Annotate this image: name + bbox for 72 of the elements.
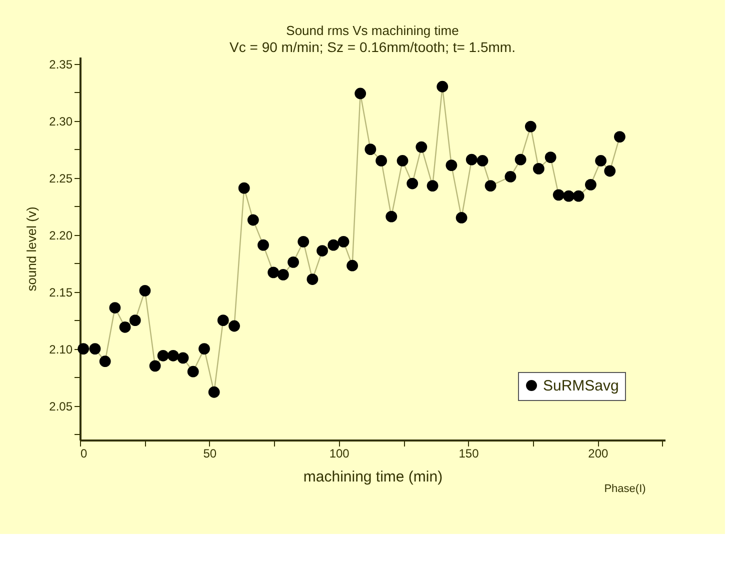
point xyxy=(228,320,240,332)
point xyxy=(572,190,584,202)
chart-subtitle: Vc = 90 m/min; Sz = 0.16mm/tooth; t= 1.5mm. xyxy=(230,39,516,55)
y-tick-label: 2.35 xyxy=(49,57,73,72)
point xyxy=(484,180,496,192)
y-tick-label: 2.25 xyxy=(49,171,73,186)
y-tick-label: 2.15 xyxy=(49,285,73,300)
point xyxy=(364,144,376,156)
point xyxy=(109,302,121,314)
point xyxy=(436,80,448,92)
point xyxy=(99,356,111,368)
point xyxy=(247,214,259,226)
point xyxy=(563,190,574,202)
point xyxy=(614,131,626,142)
chart-title: Sound rms Vs machining time xyxy=(286,23,459,38)
point xyxy=(238,182,250,194)
point xyxy=(426,180,438,192)
point xyxy=(157,350,169,362)
point xyxy=(167,350,179,362)
point xyxy=(78,343,90,354)
point xyxy=(524,120,536,132)
point xyxy=(129,314,141,326)
point xyxy=(476,155,488,166)
point xyxy=(585,178,596,190)
point xyxy=(346,260,358,272)
point xyxy=(298,236,310,248)
point xyxy=(386,210,398,222)
point xyxy=(416,141,428,153)
point xyxy=(177,352,189,364)
point xyxy=(139,284,151,296)
point xyxy=(456,212,468,224)
point xyxy=(187,366,199,378)
point xyxy=(552,189,564,201)
x-tick-label: 50 xyxy=(203,446,217,460)
x-tick-label: 100 xyxy=(329,446,350,460)
point xyxy=(354,88,366,100)
point xyxy=(119,321,131,333)
y-axis-title: sound level (v) xyxy=(24,206,40,292)
y-tick-label: 2.20 xyxy=(49,228,73,242)
point xyxy=(258,239,269,251)
y-tick-label: 2.10 xyxy=(49,342,73,356)
point xyxy=(149,360,161,372)
legend-label: SuRMSavg xyxy=(543,378,619,394)
point xyxy=(316,245,328,256)
point xyxy=(406,178,418,190)
y-tick-label: 2.30 xyxy=(49,114,73,128)
x-tick-label: 150 xyxy=(458,446,480,460)
point xyxy=(217,314,229,326)
text: Phase(I) xyxy=(604,483,646,495)
point xyxy=(514,154,526,166)
point xyxy=(544,152,556,163)
point xyxy=(328,239,340,251)
x-axis-title: machining time (min) xyxy=(303,468,443,486)
point xyxy=(466,154,478,166)
point xyxy=(595,155,607,166)
point xyxy=(288,256,299,268)
point xyxy=(277,269,289,280)
point xyxy=(376,155,387,166)
point xyxy=(532,163,544,174)
point xyxy=(338,236,350,248)
point xyxy=(396,155,408,166)
x-tick-label: 200 xyxy=(588,446,609,460)
point xyxy=(268,266,280,278)
point xyxy=(604,165,616,177)
point xyxy=(208,386,220,398)
x-tick-label: 0 xyxy=(80,446,88,460)
point xyxy=(446,160,458,171)
y-tick-label: 2.05 xyxy=(49,399,73,414)
point xyxy=(306,274,318,285)
point xyxy=(504,171,516,182)
point xyxy=(198,343,210,354)
point xyxy=(89,343,101,354)
